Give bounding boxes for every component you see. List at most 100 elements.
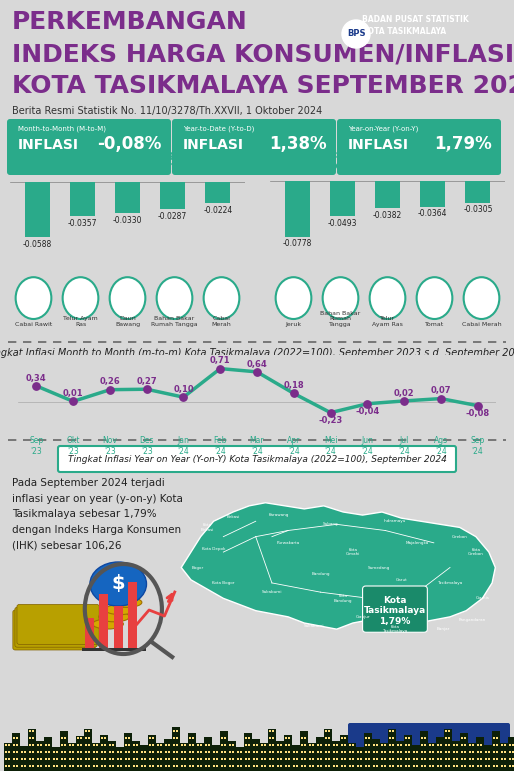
- Bar: [176, 729, 178, 732]
- Bar: [312, 750, 314, 753]
- Bar: [56, 750, 58, 753]
- Bar: [125, 765, 127, 767]
- Bar: [424, 743, 426, 746]
- Bar: [32, 736, 34, 739]
- Bar: [445, 750, 447, 753]
- Bar: [328, 743, 330, 746]
- Bar: [173, 736, 175, 739]
- Bar: [340, 735, 348, 771]
- Bar: [8, 757, 10, 760]
- Bar: [392, 743, 394, 746]
- Bar: [40, 743, 42, 746]
- Bar: [72, 743, 74, 746]
- Bar: [88, 729, 90, 732]
- Bar: [221, 765, 223, 767]
- Bar: [44, 737, 52, 771]
- Circle shape: [157, 278, 192, 319]
- Bar: [304, 736, 306, 739]
- Bar: [221, 736, 223, 739]
- Bar: [208, 743, 210, 746]
- Text: BADAN PUSAT STATISTIK: BADAN PUSAT STATISTIK: [362, 15, 469, 24]
- Bar: [176, 765, 178, 767]
- Bar: [128, 743, 130, 746]
- Text: Banjar: Banjar: [437, 627, 450, 631]
- Bar: [384, 757, 386, 760]
- Bar: [364, 733, 372, 771]
- Bar: [60, 731, 68, 771]
- Bar: [288, 757, 290, 760]
- Bar: [109, 757, 111, 760]
- Bar: [333, 757, 335, 760]
- Bar: [280, 750, 282, 753]
- Bar: [376, 757, 378, 760]
- Bar: [192, 736, 194, 739]
- Text: Berita Resmi Statistik No. 11/10/3278/Th.XXVII, 1 Oktober 2024: Berita Resmi Statistik No. 11/10/3278/Th…: [12, 106, 322, 116]
- Bar: [56, 757, 58, 760]
- Bar: [404, 735, 412, 771]
- Bar: [244, 733, 252, 771]
- Bar: [309, 743, 311, 746]
- Bar: [421, 750, 423, 753]
- Bar: [176, 736, 178, 739]
- Bar: [29, 736, 31, 739]
- Bar: [448, 729, 450, 732]
- Bar: [389, 750, 391, 753]
- Text: -0.0493: -0.0493: [327, 218, 357, 227]
- Bar: [392, 757, 394, 760]
- Bar: [156, 743, 164, 771]
- Bar: [96, 743, 98, 746]
- Bar: [304, 750, 306, 753]
- Bar: [429, 765, 431, 767]
- Bar: [429, 743, 431, 746]
- Bar: [424, 765, 426, 767]
- Bar: [192, 765, 194, 767]
- Bar: [304, 743, 306, 746]
- Text: -0.0588: -0.0588: [23, 241, 52, 249]
- Bar: [152, 765, 154, 767]
- Bar: [412, 745, 420, 771]
- Bar: [288, 736, 290, 739]
- Bar: [352, 750, 354, 753]
- Bar: [189, 757, 191, 760]
- Bar: [232, 750, 234, 753]
- Bar: [197, 765, 199, 767]
- Point: [106, 383, 114, 396]
- Bar: [501, 750, 503, 753]
- Bar: [277, 750, 279, 753]
- Point: [179, 391, 188, 403]
- Point: [253, 365, 261, 378]
- Bar: [485, 765, 487, 767]
- Bar: [133, 743, 135, 746]
- Bar: [181, 743, 183, 746]
- Bar: [85, 750, 87, 753]
- Bar: [32, 757, 34, 760]
- Bar: [4, 743, 12, 771]
- Text: Kota Bogor: Kota Bogor: [212, 581, 234, 585]
- Bar: [328, 757, 330, 760]
- Bar: [45, 757, 47, 760]
- Bar: [85, 618, 94, 648]
- Bar: [328, 765, 330, 767]
- Bar: [330, 180, 355, 217]
- Text: -0.0224: -0.0224: [203, 207, 232, 215]
- Bar: [80, 757, 82, 760]
- Bar: [325, 750, 327, 753]
- Bar: [24, 757, 26, 760]
- Bar: [288, 765, 290, 767]
- Bar: [189, 765, 191, 767]
- Bar: [445, 736, 447, 739]
- Bar: [440, 757, 442, 760]
- Bar: [149, 757, 151, 760]
- Bar: [32, 750, 34, 753]
- Bar: [20, 746, 28, 771]
- Bar: [197, 743, 199, 746]
- Circle shape: [109, 278, 145, 319]
- Bar: [101, 757, 103, 760]
- Bar: [397, 750, 399, 753]
- Bar: [128, 757, 130, 760]
- Text: 1,38%: 1,38%: [269, 135, 327, 153]
- Bar: [509, 750, 511, 753]
- Bar: [128, 736, 130, 739]
- FancyBboxPatch shape: [348, 723, 510, 765]
- Bar: [157, 757, 159, 760]
